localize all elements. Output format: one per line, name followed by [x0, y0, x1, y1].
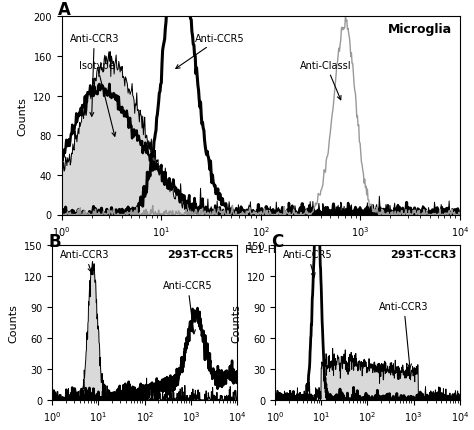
- X-axis label: FL1-H: FL1-H: [128, 429, 161, 430]
- Text: 293T-CCR5: 293T-CCR5: [167, 250, 233, 260]
- Text: A: A: [58, 1, 71, 19]
- Y-axis label: Counts: Counts: [18, 97, 28, 135]
- X-axis label: FL1-H: FL1-H: [351, 429, 383, 430]
- Text: Microglia: Microglia: [388, 23, 452, 36]
- Text: Anti-CCR3: Anti-CCR3: [70, 34, 119, 117]
- Text: Anti-CCR5: Anti-CCR5: [176, 34, 245, 69]
- Text: C: C: [271, 233, 283, 251]
- Text: Anti-CCR5: Anti-CCR5: [163, 280, 212, 334]
- X-axis label: FL1-H: FL1-H: [245, 244, 277, 254]
- Y-axis label: Counts: Counts: [231, 303, 241, 342]
- Text: Anti-ClassI: Anti-ClassI: [301, 61, 352, 101]
- Y-axis label: Counts: Counts: [9, 303, 18, 342]
- Text: Anti-CCR5: Anti-CCR5: [283, 249, 333, 277]
- Text: Anti-CCR3: Anti-CCR3: [60, 249, 110, 272]
- Text: B: B: [48, 233, 61, 251]
- Text: Anti-CCR3: Anti-CCR3: [379, 301, 428, 368]
- Text: Isotype: Isotype: [79, 61, 116, 137]
- Text: 293T-CCR3: 293T-CCR3: [390, 250, 456, 260]
